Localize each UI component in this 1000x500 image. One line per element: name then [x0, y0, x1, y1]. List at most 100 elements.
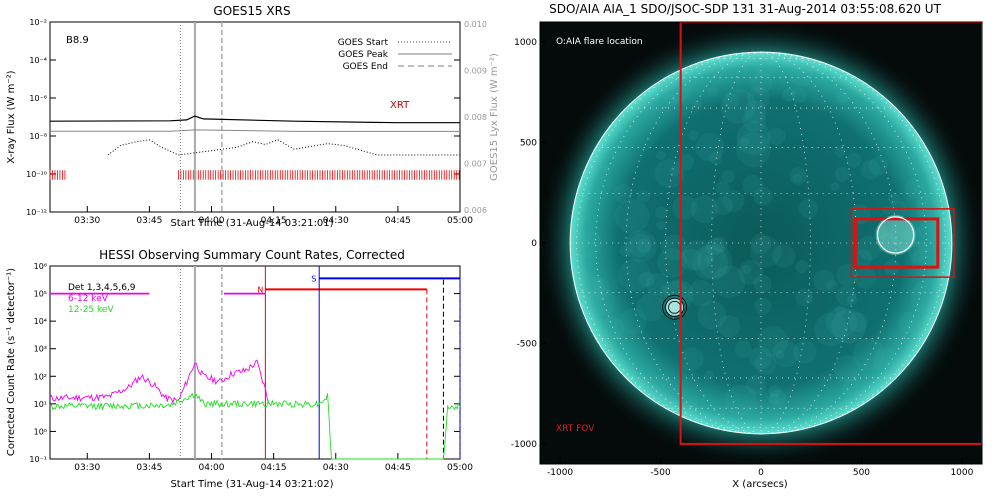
disk-mottle [585, 276, 611, 302]
disk-mottle [740, 137, 750, 147]
goes-panel: GOES15 XRS 10⁻² 10⁻⁴ 10⁻⁶ 10⁻⁸ 10⁻¹⁰ 10⁻¹² 0.… [6, 4, 500, 229]
disk-mottle [750, 71, 773, 94]
disk-mottle [682, 240, 714, 271]
goes-xrt-annotation: XRT [390, 100, 410, 111]
disk-mottle [854, 267, 876, 289]
goes-title: GOES15 XRS [213, 4, 290, 18]
aia-x-tick-label: 500 [853, 468, 870, 478]
aia-solar-image [540, 22, 982, 464]
hessi-legend-label: 12-25 keV [68, 305, 114, 315]
heliographic-grid [570, 51, 952, 435]
disk-mottle [857, 235, 882, 260]
goes-legend: GOES Start GOES Peak GOES End [338, 38, 452, 72]
goes-legend-label: GOES End [343, 62, 388, 72]
goes-y-tick-label: 10⁻² [29, 18, 47, 27]
disk-mottle [712, 265, 746, 299]
disk-mottle [868, 156, 888, 176]
disk-mottle [753, 186, 773, 206]
hessi-y-tick-label: 10⁵ [34, 290, 47, 299]
hessi-x-tick-label: 03:30 [74, 463, 100, 473]
disk-mottle [910, 249, 931, 270]
disk-mottle [798, 198, 819, 219]
hessi-series-1 [49, 392, 461, 460]
disk-mottle [754, 352, 777, 375]
longitude-line [576, 51, 762, 435]
goes-series-0 [49, 115, 460, 124]
goes-y-tick-label-right: 0.010 [464, 20, 487, 29]
disk-mottle [636, 238, 651, 253]
goes-y-tick-label: 10⁻⁶ [29, 94, 47, 103]
disk-mottle [768, 392, 780, 405]
disk-mottle [693, 100, 702, 109]
hessi-plot-area: NS [49, 266, 461, 460]
aia-x-tick-label: -1000 [547, 468, 573, 478]
limb-circle [569, 51, 953, 435]
goes-x-tick-label: 03:30 [74, 216, 100, 226]
disk-mottle [906, 319, 922, 335]
disk-mottle [850, 204, 871, 225]
goes-legend-label: GOES Start [338, 38, 389, 48]
disk-mottle [834, 146, 846, 158]
goes-y-axis-right: 0.010 0.009 0.008 0.007 0.006 [464, 20, 487, 215]
disk-mottle [574, 230, 602, 258]
disk-mottle [734, 340, 752, 358]
goes-y-tick-label-right: 0.009 [464, 67, 487, 76]
goes-x-tick-label: 04:45 [385, 216, 411, 226]
disk-mottle [619, 245, 632, 257]
disk-mottle [910, 279, 946, 315]
goes-y-tick-label: 10⁻¹² [26, 208, 47, 217]
disk-mottle [669, 166, 680, 177]
disk-mottle [655, 150, 666, 161]
contour-ring [665, 297, 685, 317]
disk-mottle [791, 87, 807, 104]
disk-mottle [743, 100, 767, 123]
hessi-y-tick-label: 10⁰ [34, 427, 47, 436]
disk-mottle [853, 249, 872, 268]
hessi-y-label: Corrected Count Rate (s⁻¹ detector⁻¹) [6, 268, 17, 456]
disk-mottle [591, 278, 603, 290]
disk-mottle [736, 132, 771, 168]
goes-y-tick-label: 10⁻⁸ [29, 132, 47, 141]
disk-mottle [638, 271, 655, 288]
contour-ring [662, 294, 688, 320]
disk-mottle [572, 272, 606, 306]
disk-mottle [713, 195, 733, 216]
disk-mottle [746, 375, 767, 396]
disk-mottle [834, 166, 850, 182]
disk-mottle [769, 389, 787, 407]
aia-y-tick-label: -1000 [511, 440, 537, 450]
disk-mottle [636, 189, 650, 203]
disk-mottle [654, 159, 684, 189]
disk-mottle [750, 235, 782, 268]
disk-mottle [614, 199, 650, 234]
disk-mottle [586, 287, 616, 316]
goes-x-tick-label: 05:00 [447, 216, 473, 226]
disk-mottle [805, 294, 814, 303]
disk-mottle [836, 264, 859, 287]
disk-mottle [775, 350, 785, 360]
disk-mottle [628, 233, 653, 257]
goes-y-tick-label: 10⁻¹⁰ [26, 170, 47, 179]
hessi-x-label: Start Time (31-Aug-14 03:21:02) [170, 479, 333, 490]
disk-mottle [836, 285, 857, 306]
disk-mottle [717, 314, 741, 338]
aia-y-tick-label: 1000 [514, 38, 537, 48]
disk-mottle [715, 181, 730, 196]
aia-x-tick-label: 0 [758, 468, 764, 478]
disk-mottle [692, 244, 729, 281]
longitude-line [760, 51, 946, 435]
aia-xrt-fov-annotation: XRT FOV [556, 424, 595, 434]
goes-y-label: X-ray Flux (W m⁻²) [6, 70, 17, 163]
disk-mottle [814, 312, 849, 347]
hessi-y-tick-label: 10⁻¹ [29, 455, 47, 464]
aia-y-tick-label: -500 [517, 339, 538, 349]
goes-y-tick-label: 10⁻⁴ [29, 56, 47, 65]
goes-series-1 [50, 129, 460, 132]
disk-mottle [620, 308, 647, 335]
disk-mottle [826, 279, 839, 292]
disk-mottle [679, 347, 704, 372]
goes-series-2 [107, 139, 460, 156]
goes-x-tick-label: 04:15 [261, 216, 287, 226]
hessi-x-tick-label: 04:30 [323, 463, 349, 473]
